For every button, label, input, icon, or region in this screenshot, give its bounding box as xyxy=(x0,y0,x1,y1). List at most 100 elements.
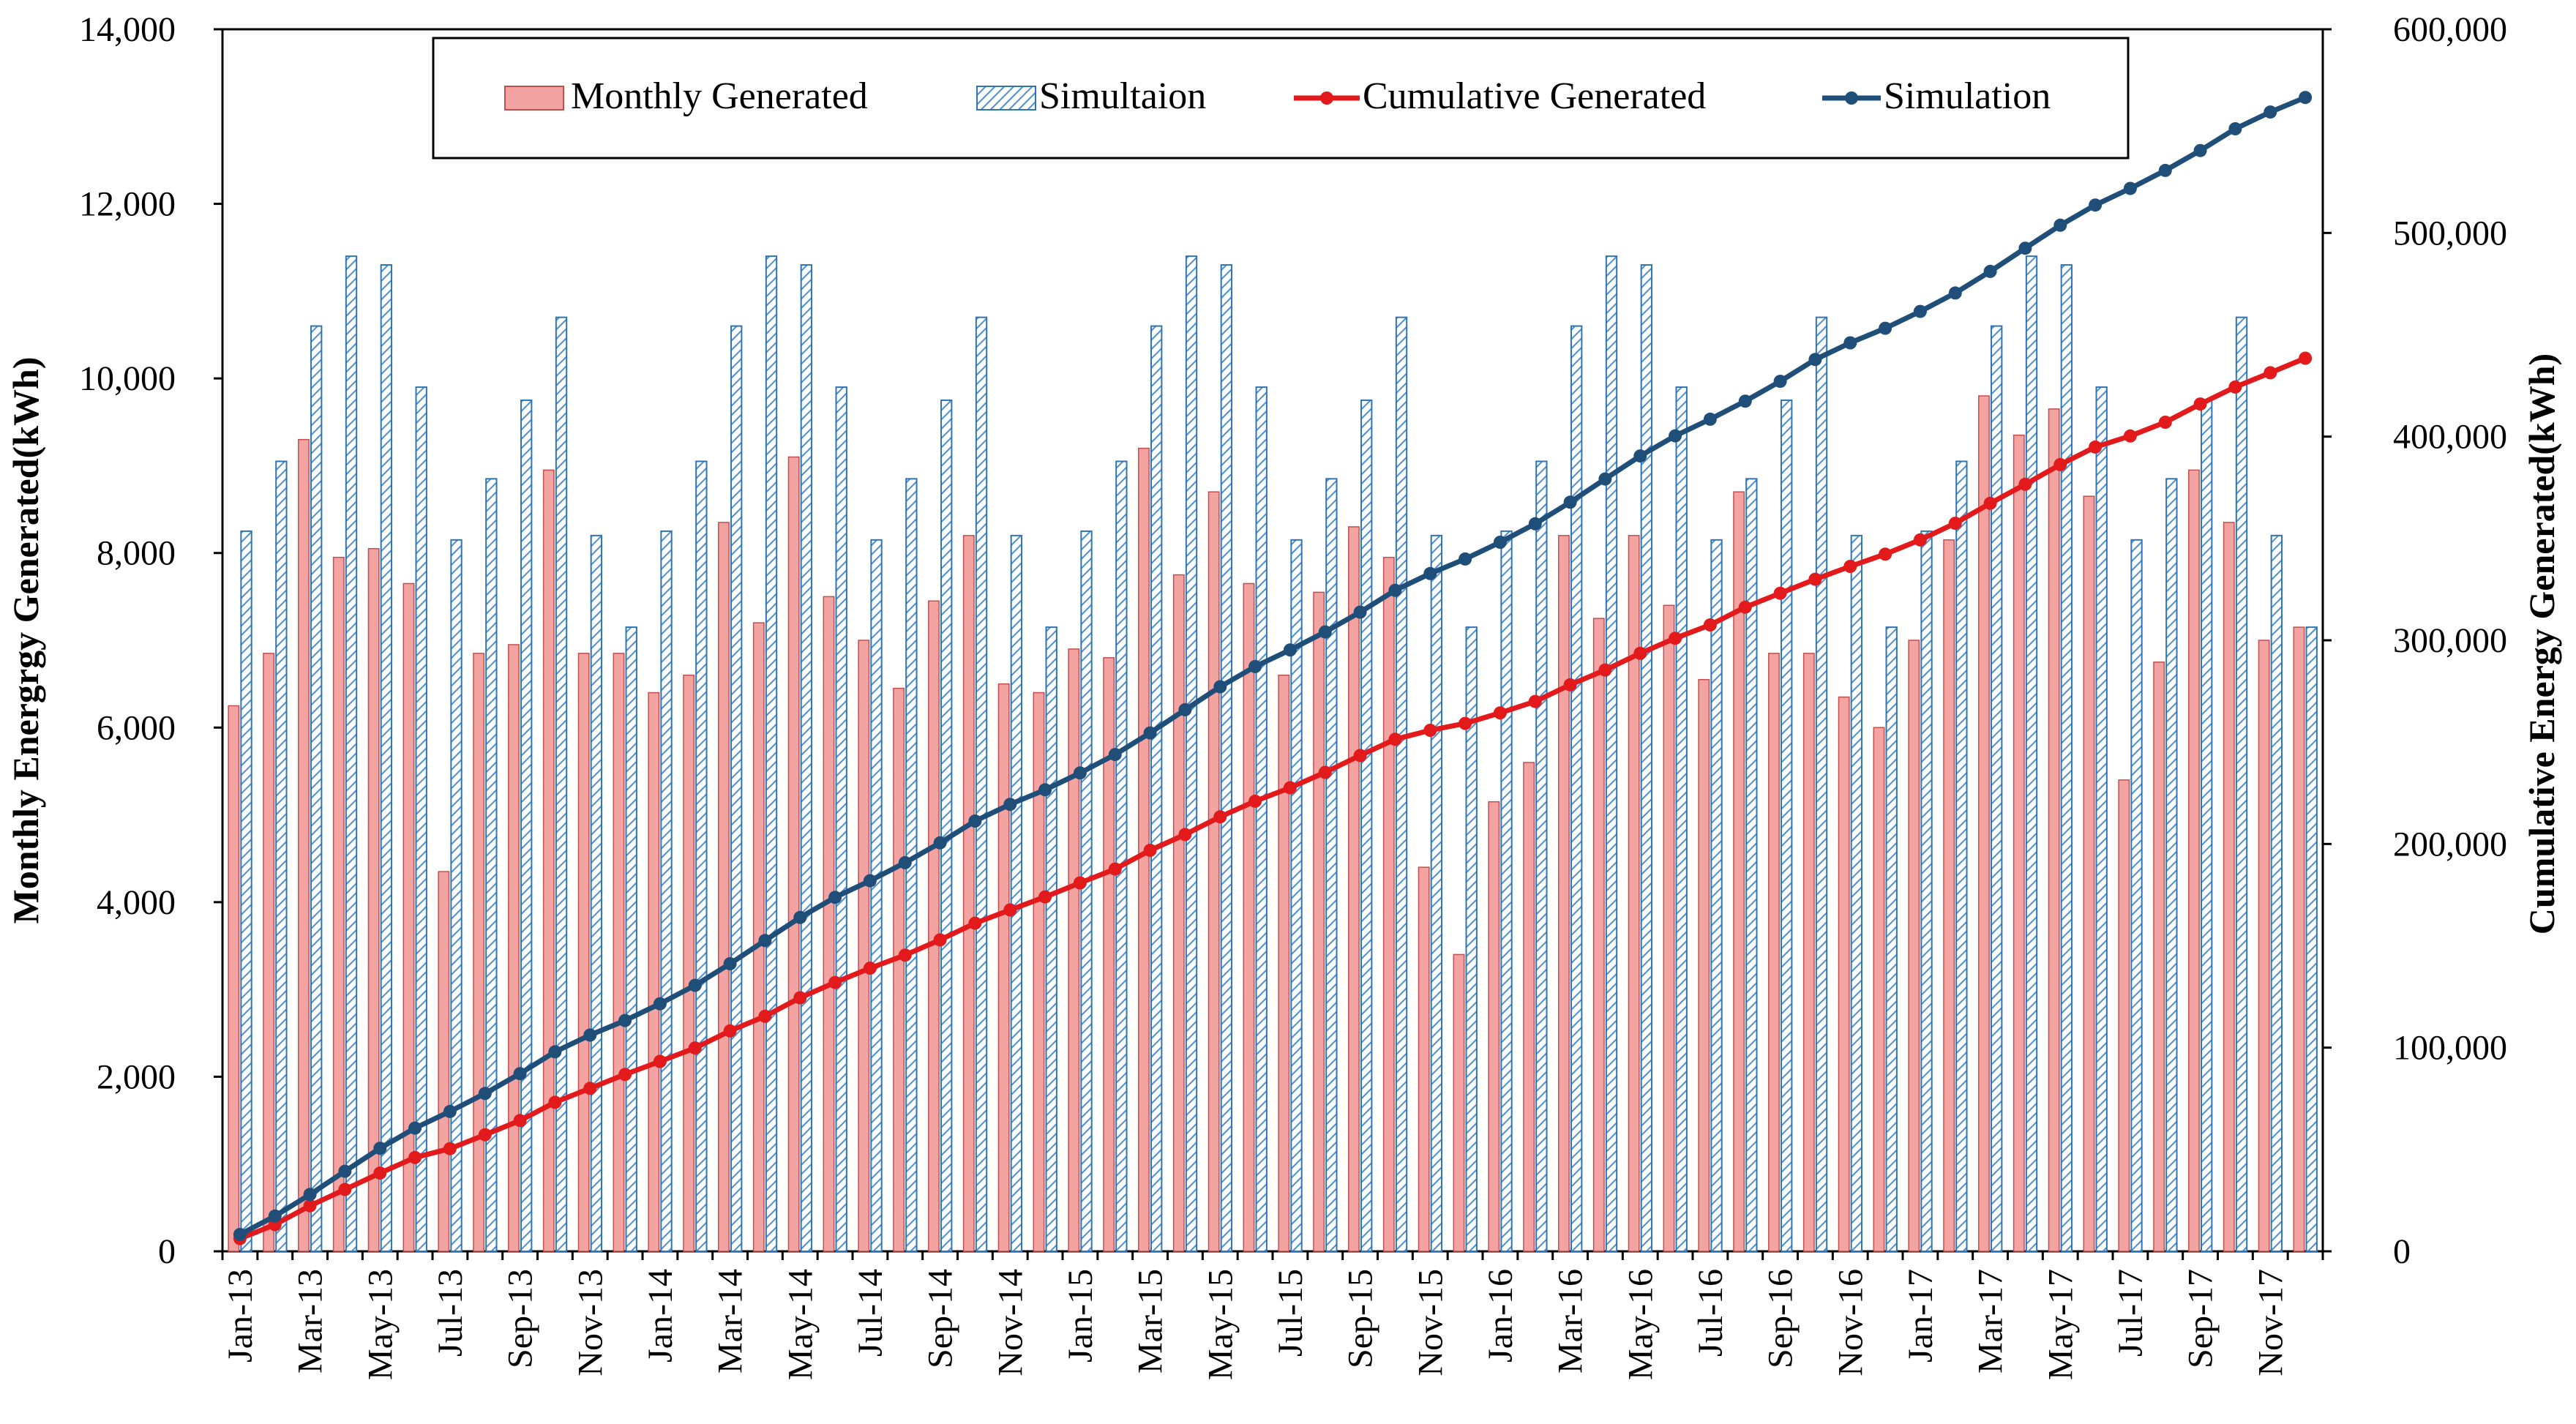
right-tick-label: 500,000 xyxy=(2393,214,2507,252)
x-tick-label-jan-17: Jan-17 xyxy=(1901,1269,1940,1363)
point-simulation-dec-17 xyxy=(2299,91,2313,105)
bar-simultaion-jun-13 xyxy=(415,386,427,1253)
bar-monthly-generated-jun-15 xyxy=(1243,582,1255,1252)
point-simulation-dec-14 xyxy=(1038,783,1052,797)
x-tick-label-jan-14: Jan-14 xyxy=(641,1269,680,1363)
point-simulation-apr-17 xyxy=(2018,241,2032,255)
point-simulation-apr-16 xyxy=(1598,472,1612,486)
right-tick-label: 0 xyxy=(2393,1232,2411,1271)
bar-simultaion-mar-15 xyxy=(1150,325,1163,1253)
bar-simultaion-oct-16 xyxy=(1815,316,1828,1252)
legend-label-simulation: Simulation xyxy=(1884,75,2051,117)
bar-simultaion-may-14 xyxy=(800,264,813,1253)
bar-simultaion-jan-15 xyxy=(1080,530,1093,1252)
x-tick-label-sep-15: Sep-15 xyxy=(1341,1269,1380,1368)
legend-marker-cumulative-generated xyxy=(1320,91,1333,105)
x-tick-label-nov-16: Nov-16 xyxy=(1831,1269,1870,1376)
point-cumulative-generated-aug-16 xyxy=(1738,600,1752,614)
bar-monthly-generated-sep-17 xyxy=(2188,469,2200,1252)
point-simulation-aug-15 xyxy=(1318,625,1332,639)
point-simulation-jun-15 xyxy=(1248,659,1262,673)
point-simulation-jan-15 xyxy=(1073,766,1087,780)
bar-simultaion-oct-15 xyxy=(1395,316,1408,1252)
left-tick-label: 4,000 xyxy=(97,883,176,922)
bar-simultaion-sep-13 xyxy=(520,399,533,1253)
left-tick-label: 0 xyxy=(158,1232,176,1271)
bar-simultaion-oct-13 xyxy=(555,316,568,1252)
bar-simultaion-apr-14 xyxy=(765,255,778,1252)
point-cumulative-generated-may-16 xyxy=(1633,646,1647,660)
point-cumulative-generated-apr-14 xyxy=(758,1009,772,1023)
right-tick-label: 100,000 xyxy=(2393,1029,2507,1068)
x-tick-label-may-13: May-13 xyxy=(361,1269,400,1380)
x-tick-label-nov-13: Nov-13 xyxy=(571,1269,610,1376)
point-cumulative-generated-may-14 xyxy=(793,991,807,1005)
bar-simultaion-nov-16 xyxy=(1850,534,1863,1252)
bar-simultaion-aug-15 xyxy=(1325,478,1338,1253)
bar-monthly-generated-oct-15 xyxy=(1382,556,1395,1252)
point-cumulative-generated-may-15 xyxy=(1213,810,1227,824)
point-simulation-jan-13 xyxy=(233,1228,247,1241)
point-cumulative-generated-feb-17 xyxy=(1948,517,1962,531)
x-tick-label-sep-14: Sep-14 xyxy=(921,1269,960,1368)
point-simulation-nov-14 xyxy=(1003,798,1017,812)
bar-simultaion-jul-14 xyxy=(870,539,883,1252)
left-tick-label: 12,000 xyxy=(79,185,176,224)
point-simulation-nov-13 xyxy=(583,1028,597,1042)
bar-monthly-generated-aug-13 xyxy=(473,653,485,1252)
x-tick-label-nov-15: Nov-15 xyxy=(1411,1269,1450,1376)
bar-simultaion-may-16 xyxy=(1640,264,1653,1253)
bar-simultaion-apr-15 xyxy=(1185,255,1198,1252)
point-cumulative-generated-jul-17 xyxy=(2123,429,2137,443)
bar-monthly-generated-jul-14 xyxy=(858,640,870,1252)
bar-simultaion-oct-17 xyxy=(2235,316,2248,1252)
point-simulation-jul-16 xyxy=(1703,412,1717,426)
point-cumulative-generated-aug-17 xyxy=(2158,416,2172,429)
lines-layer xyxy=(233,91,2313,1245)
point-cumulative-generated-aug-14 xyxy=(898,948,912,962)
bar-monthly-generated-apr-13 xyxy=(332,556,345,1252)
point-simulation-dec-15 xyxy=(1459,552,1472,566)
point-cumulative-generated-jan-15 xyxy=(1073,876,1087,890)
point-simulation-nov-16 xyxy=(1843,336,1857,350)
bar-simultaion-jan-14 xyxy=(660,530,673,1252)
point-cumulative-generated-dec-14 xyxy=(1038,890,1052,904)
legend-label-monthly-generated: Monthly Generated xyxy=(571,75,868,117)
point-cumulative-generated-feb-15 xyxy=(1108,862,1122,876)
bar-monthly-generated-aug-17 xyxy=(2153,662,2165,1252)
point-cumulative-generated-jun-16 xyxy=(1669,632,1682,645)
bar-monthly-generated-jul-16 xyxy=(1698,678,1710,1252)
bar-monthly-generated-may-16 xyxy=(1628,535,1640,1252)
point-cumulative-generated-dec-16 xyxy=(1879,547,1892,561)
bar-simultaion-nov-17 xyxy=(2270,534,2283,1252)
point-simulation-jul-15 xyxy=(1283,643,1297,657)
point-simulation-apr-13 xyxy=(338,1164,352,1178)
x-tick-label-may-16: May-16 xyxy=(1621,1269,1660,1380)
point-simulation-oct-14 xyxy=(968,814,982,828)
x-tick-label-jul-17: Jul-17 xyxy=(2111,1269,2150,1357)
axes-layer: 0 2,000 4,000 6,000 8,000 10,000 12,000 14,000 0… xyxy=(79,10,2507,1380)
point-simulation-jun-14 xyxy=(828,891,842,904)
bar-monthly-generated-dec-16 xyxy=(1873,727,1885,1252)
x-tick-label-jan-13: Jan-13 xyxy=(221,1269,260,1363)
point-cumulative-generated-mar-16 xyxy=(1563,678,1577,692)
point-simulation-mar-15 xyxy=(1143,726,1157,740)
bar-simultaion-nov-14 xyxy=(1010,534,1023,1252)
point-cumulative-generated-sep-15 xyxy=(1353,749,1367,762)
bar-monthly-generated-jul-13 xyxy=(438,871,450,1252)
bar-simultaion-dec-14 xyxy=(1045,626,1057,1252)
bar-monthly-generated-may-13 xyxy=(367,548,380,1252)
bar-monthly-generated-sep-16 xyxy=(1768,653,1780,1252)
bar-simultaion-may-17 xyxy=(2060,264,2073,1253)
point-cumulative-generated-apr-16 xyxy=(1598,663,1612,677)
x-tick-label-mar-13: Mar-13 xyxy=(291,1269,330,1374)
bar-monthly-generated-mar-17 xyxy=(1978,395,1990,1252)
point-cumulative-generated-sep-13 xyxy=(513,1114,527,1128)
point-simulation-feb-15 xyxy=(1108,748,1122,762)
legend-swatch-simultaion xyxy=(976,86,1036,110)
point-cumulative-generated-sep-17 xyxy=(2193,397,2207,411)
point-cumulative-generated-nov-16 xyxy=(1843,560,1857,573)
bar-monthly-generated-dec-13 xyxy=(613,653,625,1252)
bar-simultaion-jun-15 xyxy=(1255,386,1268,1253)
point-cumulative-generated-jul-13 xyxy=(443,1142,457,1155)
